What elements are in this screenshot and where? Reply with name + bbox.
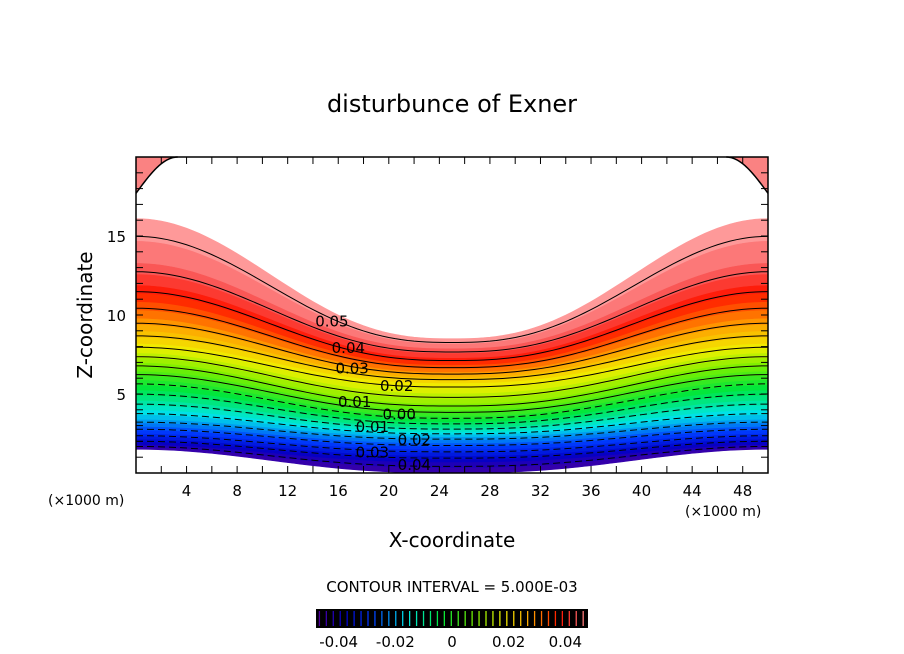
contour-line [135, 440, 769, 459]
x-unit-right: (×1000 m) [685, 504, 761, 520]
top-corner-contour [726, 156, 769, 194]
contour-line [135, 322, 769, 375]
x-tick-label: 20 [379, 482, 398, 500]
x-tick-label: 40 [632, 482, 651, 500]
x-tick-label: 44 [683, 482, 702, 500]
contour-line [135, 374, 769, 413]
colorbar-tick-label: -0.02 [376, 633, 415, 651]
contour-labels: 0.050.040.030.020.010.000.010.020.030.04 [315, 312, 431, 474]
contour-line [135, 428, 769, 447]
x-tick-label: 36 [581, 482, 600, 500]
contour-label: 0.01 [356, 418, 389, 436]
x-tick-labels: 4 8 12 16 20 24 28 32 36 40 44 48 [182, 482, 752, 500]
contour-label: 0.05 [315, 312, 348, 330]
x-axis-label: X-coordinate [389, 528, 516, 552]
contour-label: 0.04 [332, 339, 365, 357]
colorbar-tick-labels: -0.04 -0.02 0 0.02 0.04 [319, 633, 582, 651]
top-corner-contour [135, 156, 178, 194]
colorbar-background [316, 609, 588, 628]
contour-line [135, 307, 769, 369]
contour-label: 0.00 [382, 406, 415, 424]
top-corner-region [726, 157, 768, 194]
contour-line [135, 335, 769, 381]
contour-line [135, 413, 769, 435]
colorbar-tick-label: -0.04 [319, 633, 358, 651]
contour-line [135, 346, 769, 388]
y-tick-labels: 5 10 15 [107, 228, 126, 404]
colorbar-tick-label: 0 [447, 633, 457, 651]
contour-line [135, 393, 769, 425]
top-corner-region [136, 157, 178, 194]
x-unit-left: (×1000 m) [48, 493, 124, 509]
y-tick-label: 5 [116, 386, 126, 404]
colorbar-tick-label: 0.02 [492, 633, 525, 651]
contour-label: 0.01 [338, 393, 371, 411]
colorbar-tick-label: 0.04 [549, 633, 582, 651]
contour-line [135, 403, 769, 430]
contour-label: 0.04 [398, 456, 431, 474]
x-tick-label: 24 [430, 482, 449, 500]
y-tick-label: 10 [107, 307, 126, 325]
contour-line [135, 291, 769, 362]
x-tick-label: 32 [531, 482, 550, 500]
y-axis-label: Z-coordinate [73, 251, 97, 378]
contour-line [135, 271, 769, 353]
contour-label: 0.03 [356, 443, 389, 461]
contour-line [135, 435, 769, 453]
contour-line [135, 383, 769, 419]
y-tick-label: 15 [107, 228, 126, 246]
axis-ticks [136, 157, 768, 473]
contour-label: 0.02 [398, 431, 431, 449]
x-tick-label: 12 [278, 482, 297, 500]
contour-label: 0.03 [335, 360, 368, 378]
contour-line [135, 235, 769, 343]
contour-label: 0.02 [380, 377, 413, 395]
x-tick-label: 48 [733, 482, 752, 500]
contour-lines [135, 235, 769, 467]
x-tick-label: 28 [480, 482, 499, 500]
colorbar [316, 609, 588, 628]
contour-line [135, 445, 769, 467]
chart-title: disturbunce of Exner [327, 90, 577, 118]
contour-line [135, 421, 769, 440]
x-tick-label: 16 [329, 482, 348, 500]
contour-interval-text: CONTOUR INTERVAL = 5.000E-03 [326, 578, 577, 596]
contour-line [135, 356, 769, 398]
contour-line [135, 365, 769, 407]
x-tick-label: 4 [182, 482, 192, 500]
contour-bands [135, 156, 769, 474]
x-tick-label: 8 [232, 482, 242, 500]
